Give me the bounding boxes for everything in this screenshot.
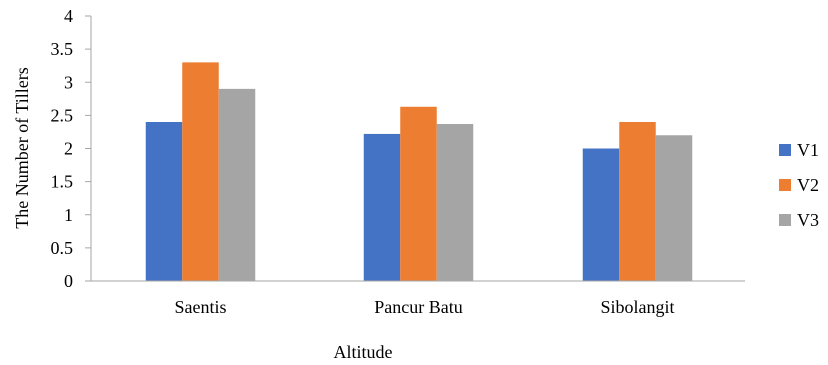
x-category-label: Pancur Batu [374,297,462,317]
y-tick-label: 0 [64,271,73,291]
bar-v2 [182,62,219,281]
legend-label: V3 [797,210,819,230]
legend-swatch-v2 [779,179,791,191]
y-tick-label: 0.5 [51,238,74,258]
bar-v1 [145,122,183,281]
bar-v3 [436,123,474,281]
legend-label: V2 [797,175,819,195]
y-tick-label: 3.5 [51,39,74,59]
y-tick-label: 1 [64,205,73,225]
plot-area [145,62,693,281]
legend-swatch-v1 [779,144,791,156]
y-axis-title: The Number of Tillers [12,67,32,229]
x-axis-title: Altitude [334,342,393,362]
legend: V1 V2 V3 [779,140,819,230]
y-tick-label: 1.5 [51,172,74,192]
y-tick-label: 4 [64,6,73,26]
x-category-label: Saentis [175,297,227,317]
y-axis: 0 0.5 1 1.5 2 2.5 3 3.5 4 [51,6,92,291]
bar-v1 [582,148,620,281]
y-tick-label: 3 [64,72,73,92]
y-tick-label: 2.5 [51,105,74,125]
legend-swatch-v3 [779,214,791,226]
bar-v2 [619,122,656,281]
bar-v3 [218,88,256,281]
bar-v3 [655,135,693,281]
bar-v1 [363,133,401,281]
x-category-label: Sibolangit [600,297,674,317]
x-axis: Saentis Pancur Batu Sibolangit [91,280,745,317]
legend-label: V1 [797,140,819,160]
bar-v2 [400,106,437,281]
y-tick-label: 2 [64,139,73,159]
